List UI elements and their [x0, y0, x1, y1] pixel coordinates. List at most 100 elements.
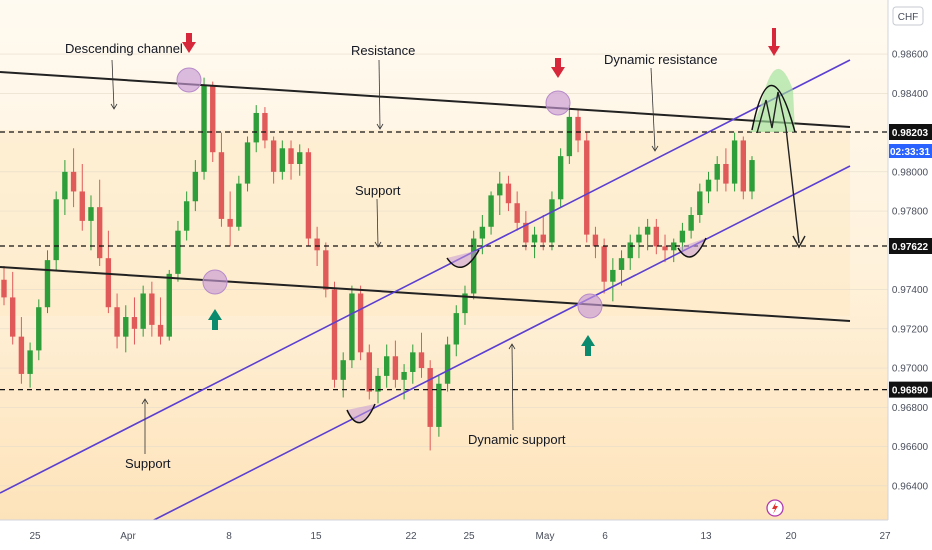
- candle-body: [1, 279, 7, 298]
- price-tick-label: 0.97200: [892, 324, 929, 335]
- candle-body: [279, 148, 286, 172]
- candle-body: [357, 293, 364, 353]
- label-dynamic-resistance: Dynamic resistance: [604, 52, 717, 67]
- candle-body: [236, 183, 242, 227]
- touch-circle-3: [545, 90, 571, 116]
- touch-circle-1: [176, 67, 202, 93]
- candle-body: [53, 199, 59, 261]
- candle-body: [392, 356, 399, 380]
- candle-body: [288, 148, 294, 164]
- candle-body: [444, 344, 451, 384]
- candle-body: [697, 191, 703, 215]
- label-support-low: Support: [125, 456, 171, 471]
- candle-body: [384, 356, 390, 376]
- candle-body: [96, 207, 103, 259]
- candle-body: [662, 246, 668, 251]
- label-support-mid: Support: [355, 183, 401, 198]
- time-tick-label: 15: [310, 531, 322, 542]
- bounce-arc-2: [446, 249, 480, 268]
- projection-arc: [751, 84, 796, 133]
- time-tick-label: 13: [700, 531, 712, 542]
- candle-body: [157, 324, 164, 337]
- candles: [1, 77, 755, 451]
- candle-body: [262, 112, 268, 141]
- up-arrow-2: [581, 335, 595, 356]
- candle-body: [166, 273, 172, 337]
- candle-body: [436, 383, 442, 427]
- candle-body: [714, 163, 720, 180]
- candle-body: [453, 313, 459, 345]
- candle-body: [123, 317, 129, 337]
- price-tick-label: 0.97000: [892, 364, 929, 375]
- label-descending-channel: Descending channel: [65, 41, 183, 56]
- price-tick-label: 0.97400: [892, 285, 929, 296]
- candle-body: [375, 375, 381, 392]
- candle-body: [488, 195, 494, 227]
- candle-body: [462, 293, 468, 314]
- candle-body: [601, 246, 607, 282]
- price-tick-label: 0.98400: [892, 89, 929, 100]
- candle-body: [671, 242, 677, 251]
- candle-body: [549, 199, 555, 243]
- price-tag-label: 0.98203: [892, 128, 929, 139]
- up-arrow-1: [208, 309, 222, 330]
- countdown-tag: 02:33:31: [889, 144, 932, 158]
- candle-body: [36, 307, 42, 351]
- candle-body: [679, 230, 686, 243]
- annotation-pointers: [110, 59, 659, 454]
- time-tick-label: 8: [226, 531, 232, 542]
- candle-body: [636, 234, 642, 243]
- candle-body: [131, 317, 138, 329]
- candle-body: [88, 207, 94, 221]
- bounce-arc-1: [346, 403, 376, 424]
- candle-body: [149, 293, 155, 325]
- candle-body: [305, 152, 312, 239]
- label-dynamic-support: Dynamic support: [468, 432, 566, 447]
- price-tag: [889, 238, 932, 254]
- candle-body: [62, 171, 68, 200]
- time-axis[interactable]: 25 Apr 8 15 22 25 May 6 13 20 27: [0, 519, 932, 550]
- label-resistance: Resistance: [351, 43, 415, 58]
- candle-body: [10, 297, 16, 337]
- price-axis[interactable]: 0.98600 0.98400 0.98000 0.97800 0.97400 0.972…: [887, 0, 932, 550]
- bounce-arc-3: [677, 237, 707, 258]
- candle-body: [183, 201, 190, 231]
- candle-body: [627, 242, 633, 259]
- grid: [0, 53, 888, 487]
- candle-body: [575, 116, 581, 141]
- candle-body: [401, 371, 407, 380]
- candle-body: [540, 234, 546, 243]
- candle-body: [270, 140, 277, 172]
- candle-body: [505, 183, 512, 204]
- candle-body: [749, 160, 755, 192]
- candle-body: [653, 226, 660, 247]
- touch-circle-4: [577, 293, 603, 319]
- candle-body: [688, 214, 694, 231]
- candle-body: [618, 258, 625, 270]
- touch-circle-2: [202, 269, 228, 295]
- horizontal-levels: [0, 131, 888, 391]
- candle-body: [340, 360, 346, 380]
- candle-body: [27, 350, 33, 374]
- time-tick-label: 6: [602, 531, 608, 542]
- price-tick-label: 0.96800: [892, 403, 929, 414]
- time-tick-label: 25: [29, 531, 41, 542]
- currency-label: CHF: [898, 12, 919, 23]
- candle-body: [418, 352, 425, 369]
- dynamic-support-line[interactable]: [149, 165, 851, 523]
- candle-body: [644, 226, 651, 235]
- candle-body: [479, 226, 486, 239]
- time-tick-label: 22: [405, 531, 417, 542]
- dynamic-resistance-line[interactable]: [0, 59, 851, 494]
- candle-body: [114, 307, 120, 337]
- descending-channel-upper[interactable]: [0, 71, 851, 128]
- event-badge[interactable]: [766, 499, 784, 517]
- price-tag: [889, 124, 932, 140]
- descending-channel-lower[interactable]: [0, 266, 851, 322]
- time-tick-label: May: [536, 531, 555, 542]
- candle-body: [79, 191, 85, 221]
- candle-body: [557, 156, 564, 200]
- candle-body: [44, 260, 51, 308]
- candle-body: [566, 116, 573, 157]
